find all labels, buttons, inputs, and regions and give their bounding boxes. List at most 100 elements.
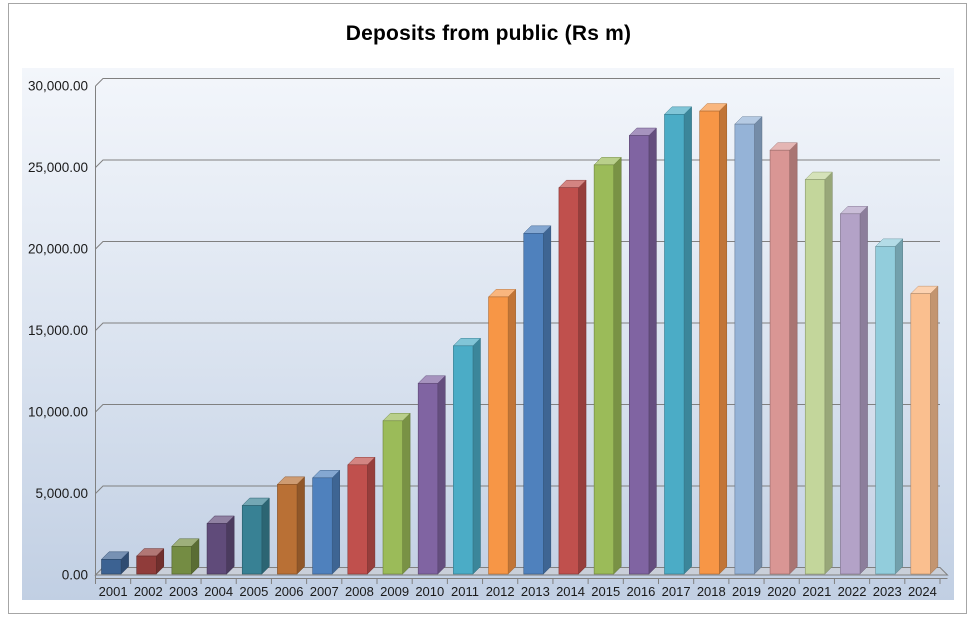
bar-2005: [241, 497, 270, 575]
bar-2002: [136, 547, 165, 575]
bar-front-face: [734, 123, 755, 575]
bar-side-face: [261, 497, 270, 575]
bar-front-face: [312, 477, 333, 575]
bar-front-face: [382, 420, 403, 575]
bar-2003: [171, 538, 200, 575]
x-tick-label: 2002: [134, 584, 163, 599]
x-tick-label: 2017: [662, 584, 691, 599]
bar-front-face: [277, 484, 298, 575]
chart-floor: [94, 567, 949, 576]
bar-front-face: [171, 545, 192, 575]
x-tick-label: 2001: [99, 584, 128, 599]
bar-2012: [487, 288, 517, 575]
bar-2023: [875, 238, 904, 575]
bar-side-face: [824, 171, 833, 575]
bar-side-face: [437, 375, 446, 575]
bar-2008: [347, 456, 376, 575]
bar-side-face: [331, 469, 340, 575]
bar-2019: [734, 116, 763, 575]
bar-front-face: [664, 114, 685, 575]
bar-front-face: [910, 293, 931, 575]
gridline: [95, 404, 940, 413]
y-tick-label: 20,000.00: [28, 242, 88, 257]
chart-border-frame: [8, 3, 967, 614]
x-tick-label: 2014: [556, 584, 585, 599]
y-tick-label: 30,000.00: [28, 79, 88, 94]
bar-2004: [206, 515, 235, 575]
x-tick-label: 2022: [838, 584, 867, 599]
bar-front-face: [804, 179, 826, 575]
bar-front-face: [523, 233, 544, 575]
bar-side-face: [543, 225, 552, 575]
gridline: [95, 159, 940, 168]
bar-side-face: [930, 285, 939, 575]
x-tick-label: 2016: [626, 584, 655, 599]
x-tick-label: 2003: [169, 584, 198, 599]
x-tick-label: 2010: [415, 584, 444, 599]
y-tick-label: 25,000.00: [28, 160, 88, 175]
x-tick-label: 2013: [521, 584, 550, 599]
bar-front-face: [136, 555, 157, 575]
bar-side-face: [226, 515, 235, 575]
x-tick-label: 2024: [908, 584, 937, 599]
bar-2014: [558, 179, 587, 575]
bar-2011: [452, 337, 482, 575]
bar-2022: [839, 205, 869, 575]
bar-side-face: [578, 179, 587, 575]
bar-2013: [523, 225, 552, 575]
x-tick-label: 2020: [767, 584, 796, 599]
y-tick-label: 15,000.00: [28, 323, 88, 338]
x-tick-label: 2021: [802, 584, 831, 599]
bar-2020: [769, 142, 798, 575]
bar-side-face: [507, 288, 516, 575]
gridline: [95, 485, 940, 494]
bar-side-face: [613, 156, 622, 575]
y-tick-label: 10,000.00: [28, 405, 88, 420]
x-tick-label: 2007: [310, 584, 339, 599]
x-tick-label: 2018: [697, 584, 726, 599]
bar-front-face: [241, 505, 263, 575]
x-tick-label: 2023: [873, 584, 902, 599]
x-tick-label: 2011: [451, 584, 479, 599]
x-tick-label: 2015: [591, 584, 620, 599]
bar-front-face: [101, 559, 122, 575]
bar-2010: [417, 375, 446, 575]
bar-side-face: [683, 106, 692, 575]
bar-side-face: [472, 337, 481, 575]
bar-side-face: [367, 456, 376, 575]
bar-front-face: [699, 110, 720, 575]
bar-front-face: [840, 213, 861, 575]
chart-title: Deposits from public (Rs m): [345, 22, 632, 45]
bar-front-face: [769, 149, 790, 575]
bar-side-face: [789, 142, 798, 575]
bar-front-face: [453, 345, 474, 575]
x-tick-label: 2009: [380, 584, 409, 599]
bar-2017: [663, 106, 693, 575]
gridline: [95, 322, 940, 331]
bar-front-face: [558, 187, 579, 575]
bar-front-face: [206, 523, 227, 575]
x-tick-label: 2012: [486, 584, 515, 599]
bar-side-face: [402, 412, 411, 575]
x-tick-label: 2004: [204, 584, 233, 599]
bar-2021: [804, 171, 833, 575]
bar-2018: [699, 102, 728, 575]
bar-front-face: [347, 464, 368, 575]
bar-front-face: [593, 164, 615, 575]
bar-front-face: [875, 246, 896, 575]
gridline: [95, 241, 940, 250]
x-tick-label: 2006: [275, 584, 304, 599]
bar-side-face: [754, 116, 763, 575]
x-tick-label: 2019: [732, 584, 761, 599]
bar-2024: [910, 285, 939, 575]
bar-2001: [100, 551, 130, 575]
bar-front-face: [629, 135, 650, 575]
bar-side-face: [719, 102, 728, 575]
bar-side-face: [296, 476, 305, 575]
bar-side-face: [894, 238, 903, 575]
y-tick-label: 5,000.00: [35, 486, 88, 501]
bar-2009: [382, 412, 411, 575]
bar-2016: [628, 127, 658, 575]
